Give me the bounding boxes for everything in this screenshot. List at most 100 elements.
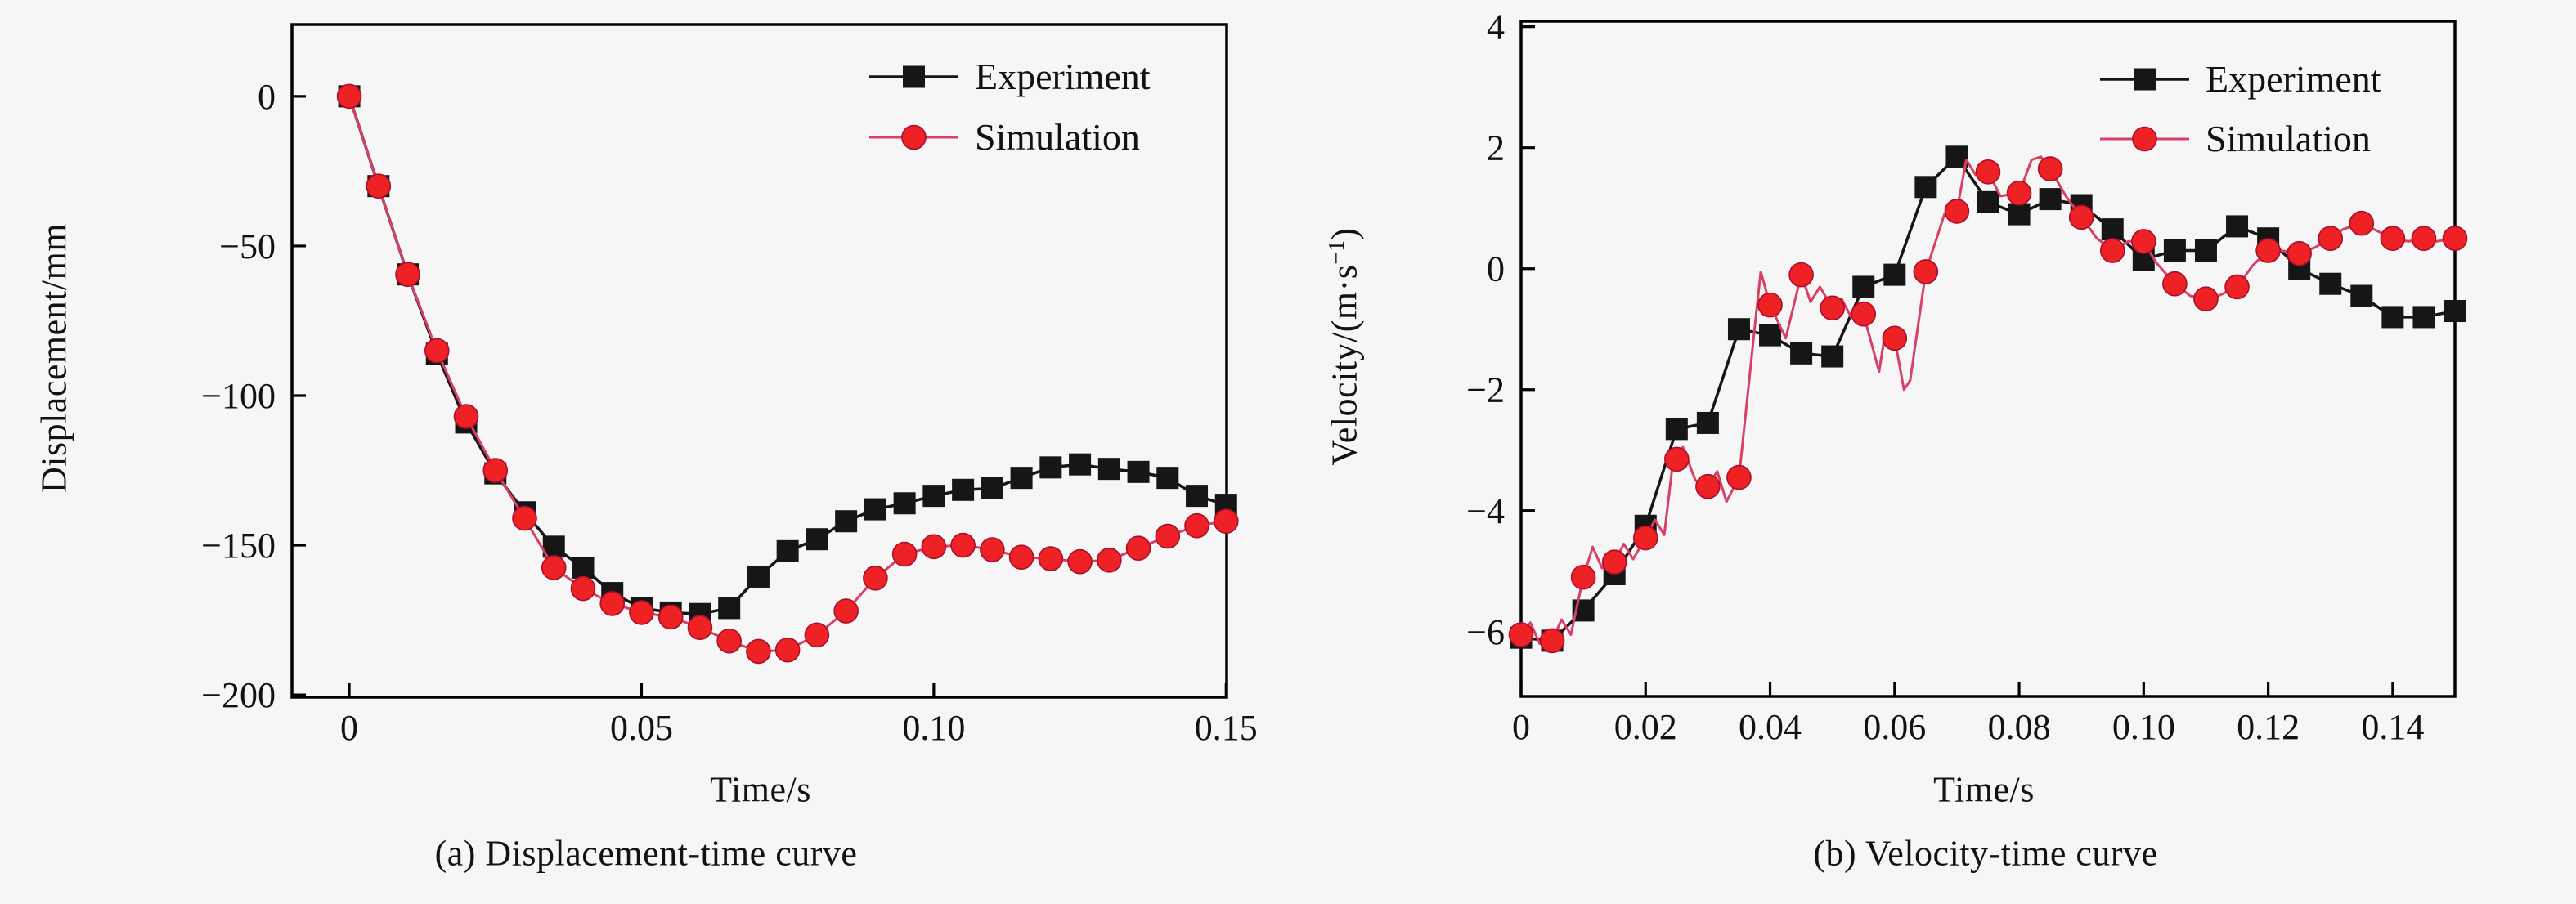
series-experiment-marker xyxy=(2194,239,2217,262)
series-simulation-marker xyxy=(1508,622,1534,647)
series-experiment-marker xyxy=(2319,272,2342,295)
y-tick-label: 4 xyxy=(1487,7,1505,47)
plot-frame xyxy=(1519,20,2457,698)
series-experiment-marker xyxy=(1039,456,1062,479)
legend-experiment-label: Experiment xyxy=(2206,58,2381,100)
series-simulation-marker xyxy=(1184,512,1209,539)
series-simulation-marker xyxy=(2318,226,2344,252)
series-experiment-marker xyxy=(1696,411,1719,434)
series-simulation-marker xyxy=(570,575,596,602)
y-tick-label: −2 xyxy=(1466,370,1505,410)
series-experiment-marker xyxy=(1821,345,1844,368)
displacement-time-chart: 0 0.05 0.10 0.15 0 −50 −100 −150 −200 Experiment S… xyxy=(201,23,1258,748)
series-simulation-marker xyxy=(395,262,420,287)
series-simulation-marker xyxy=(2099,238,2125,263)
displacement-caption: (a) Displacement-time curve xyxy=(434,833,858,874)
series-simulation-marker xyxy=(2255,238,2281,263)
series-experiment-marker xyxy=(572,556,595,579)
x-tick-label: 0 xyxy=(1512,707,1530,747)
series-experiment-marker xyxy=(718,597,741,620)
series-experiment-marker xyxy=(981,477,1003,499)
series-simulation-marker xyxy=(424,338,450,364)
series-experiment-marker xyxy=(2163,239,2186,262)
x-tick-label: 0.14 xyxy=(2361,707,2424,747)
series-simulation-line xyxy=(1519,155,2456,646)
y-tick-label: −200 xyxy=(201,675,276,715)
series-simulation-marker xyxy=(1851,301,1877,327)
series-simulation-marker xyxy=(2224,274,2250,300)
series-simulation-marker xyxy=(2162,271,2188,297)
y-tick-label: 0 xyxy=(258,77,276,117)
series-simulation-line xyxy=(348,96,1227,653)
series-experiment-line xyxy=(348,96,1227,615)
series-simulation-marker xyxy=(980,537,1005,562)
x-tick-label: 0.04 xyxy=(1739,707,1802,747)
series-experiment-marker xyxy=(1852,275,1875,298)
legend-experiment-marker xyxy=(2134,68,2156,91)
series-simulation-marker xyxy=(2287,240,2312,266)
series-simulation-marker xyxy=(774,637,801,663)
y-tick-label: −50 xyxy=(219,226,276,266)
series-simulation-marker xyxy=(541,555,567,580)
series-experiment-line xyxy=(1520,155,2456,642)
series-simulation-marker xyxy=(687,615,713,640)
x-tick-label: 0.05 xyxy=(610,708,673,748)
series-experiment-marker xyxy=(2039,188,2062,211)
series-experiment-marker xyxy=(806,528,828,551)
series-simulation-marker xyxy=(512,505,537,531)
series-simulation-marker xyxy=(366,173,392,199)
series-simulation-marker xyxy=(1097,548,1122,573)
series-experiment-marker xyxy=(1977,190,1999,213)
series-simulation-marker xyxy=(1601,549,1627,575)
velocity-x-axis-label: Time/s xyxy=(1933,769,2035,810)
series-experiment-marker xyxy=(952,478,975,501)
legend-simulation-label: Simulation xyxy=(975,116,1140,158)
series-simulation-marker xyxy=(1695,473,1721,499)
series-simulation-marker xyxy=(1757,292,1783,318)
series-experiment-marker xyxy=(1883,263,1906,286)
x-tick-label: 0.12 xyxy=(2237,707,2300,747)
series-simulation-marker xyxy=(1944,199,1970,224)
series-simulation-marker xyxy=(2068,204,2094,230)
y-tick-label: −150 xyxy=(201,526,276,566)
series-experiment-marker xyxy=(2444,300,2466,323)
legend-experiment-marker xyxy=(903,65,925,88)
series-simulation-marker xyxy=(1008,544,1034,570)
series-simulation-marker xyxy=(950,532,976,558)
series-simulation-marker xyxy=(833,598,859,624)
series-simulation-marker xyxy=(2131,229,2156,254)
series-experiment-marker xyxy=(1010,467,1033,490)
y-tick-label: −100 xyxy=(201,376,276,416)
series-experiment-marker xyxy=(1727,318,1750,341)
series-simulation-marker xyxy=(716,628,742,654)
series-simulation-marker xyxy=(1213,508,1239,535)
legend-simulation-marker xyxy=(901,124,927,150)
series-simulation-marker xyxy=(2349,210,2375,236)
series-simulation-marker xyxy=(2442,226,2468,252)
x-tick-label: 0.10 xyxy=(902,708,965,748)
series-simulation-marker xyxy=(1882,325,1908,351)
series-simulation-marker xyxy=(1539,628,1565,654)
series-experiment-marker xyxy=(1097,458,1120,481)
series-simulation-marker xyxy=(2037,156,2063,181)
series-simulation-marker xyxy=(453,404,479,429)
series-simulation-marker xyxy=(482,458,509,483)
series-simulation-marker xyxy=(1820,295,1845,321)
series-experiment-marker xyxy=(1127,460,1150,483)
series-simulation-marker xyxy=(804,622,830,648)
series-simulation-marker xyxy=(1913,259,1939,284)
series-simulation-marker xyxy=(657,604,684,630)
series-simulation-marker xyxy=(599,591,626,616)
series-experiment-marker xyxy=(2381,306,2404,329)
legend-simulation-marker xyxy=(2132,126,2157,152)
x-tick-label: 0.10 xyxy=(2112,707,2175,747)
x-tick-label: 0.02 xyxy=(1614,707,1677,747)
series-simulation-marker xyxy=(336,83,362,110)
x-tick-label: 0.08 xyxy=(1988,707,2051,747)
legend-simulation-label: Simulation xyxy=(2206,118,2371,159)
series-experiment-marker xyxy=(1665,418,1688,441)
velocity-y-axis-label-superscript: −1 xyxy=(1323,239,1349,265)
series-experiment-marker xyxy=(1156,467,1179,490)
